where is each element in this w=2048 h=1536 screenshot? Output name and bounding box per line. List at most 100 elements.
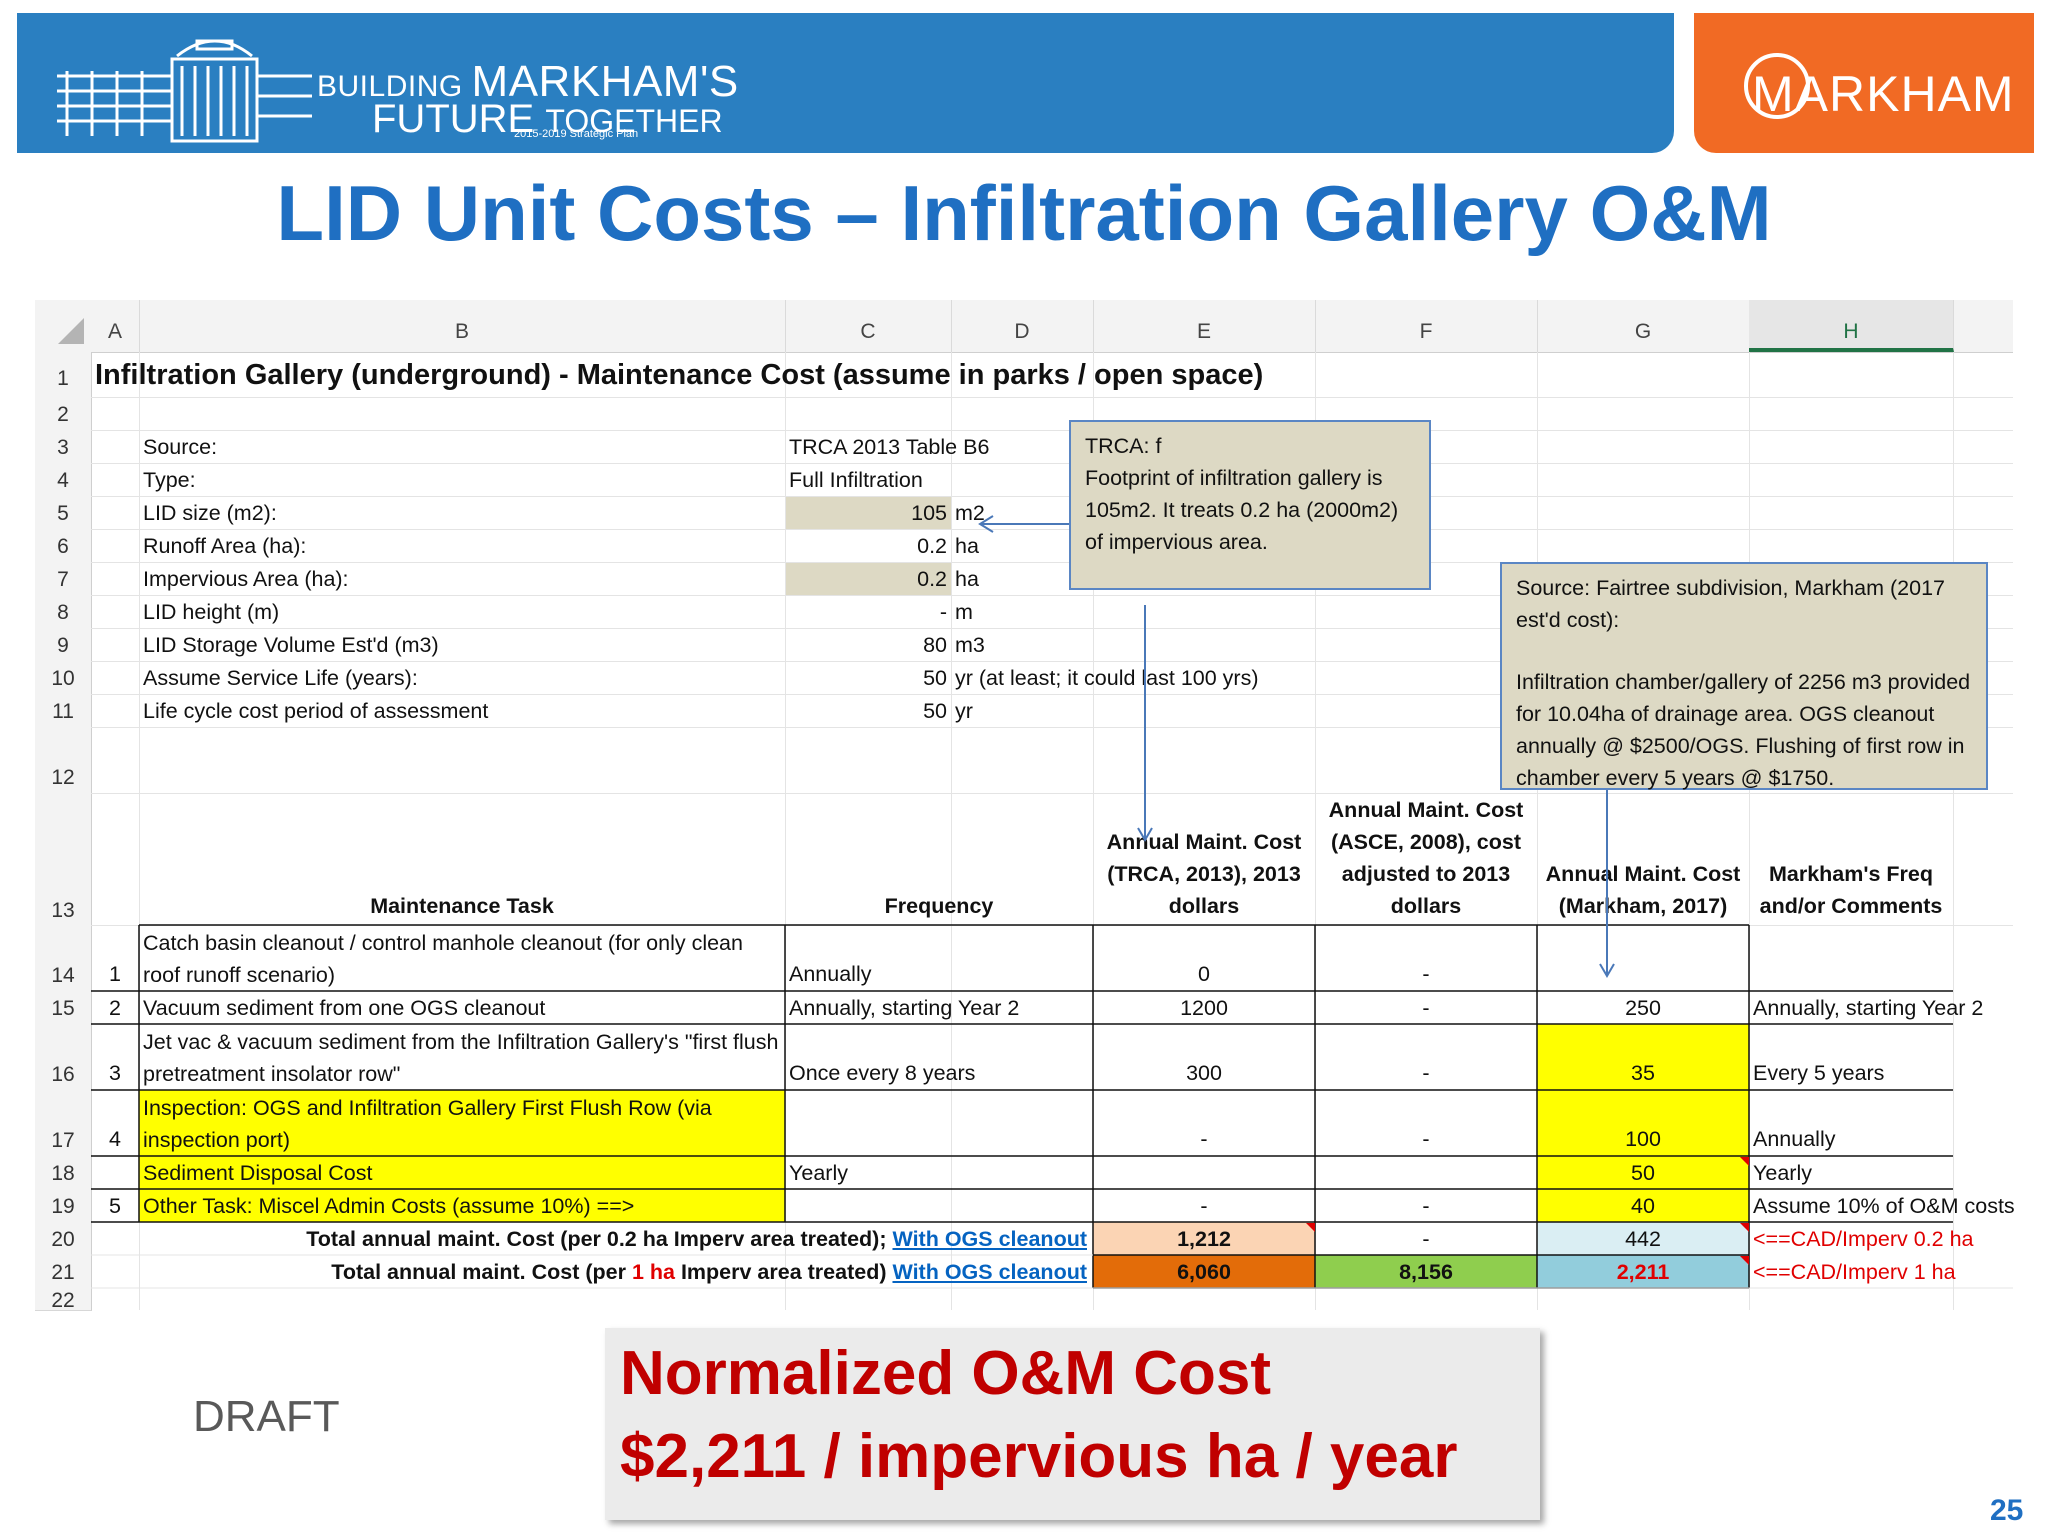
task-name[interactable]: Vacuum sediment from one OGS cleanout <box>143 996 546 1020</box>
task-comment[interactable]: Annually <box>1753 1127 1836 1151</box>
comment-markham[interactable]: Source: Fairtree subdivision, Markham (2… <box>1500 562 1988 790</box>
task-number[interactable]: 4 <box>109 1127 121 1151</box>
row-header-8[interactable]: 8 <box>35 595 92 629</box>
col-header-b[interactable]: B <box>139 300 786 352</box>
header-frequency[interactable]: Frequency <box>884 894 994 918</box>
task-name[interactable]: Other Task: Miscel Admin Costs (assume 1… <box>143 1194 635 1218</box>
col-header-c[interactable]: C <box>785 300 952 352</box>
task-name[interactable]: Inspection: OGS and Infiltration Gallery… <box>143 1096 712 1152</box>
comment-indicator[interactable] <box>1740 1157 1749 1166</box>
task-number[interactable]: 1 <box>109 962 121 986</box>
col-header-f[interactable]: F <box>1315 300 1538 352</box>
row-header-16[interactable]: 16 <box>35 1024 92 1091</box>
task-trca-cost[interactable]: 1200 <box>1180 996 1228 1020</box>
task-asce-cost[interactable]: - <box>1422 996 1430 1020</box>
task-markham-cost[interactable]: 35 <box>1631 1061 1655 1085</box>
total-trca-cost-1ha[interactable]: 6,060 <box>1177 1260 1231 1284</box>
task-asce-cost[interactable]: - <box>1422 1061 1430 1085</box>
param-label[interactable]: LID size (m2): <box>143 501 277 525</box>
row-header-15[interactable]: 15 <box>35 991 92 1025</box>
sheet-heading[interactable]: Infiltration Gallery (underground) - Mai… <box>95 359 1264 391</box>
task-frequency[interactable]: Once every 8 years <box>789 1061 976 1085</box>
task-asce-cost[interactable]: - <box>1422 1194 1430 1218</box>
param-label[interactable]: LID Storage Volume Est'd (m3) <box>143 633 439 657</box>
task-markham-cost[interactable]: 50 <box>1631 1161 1655 1185</box>
row-header-11[interactable]: 11 <box>35 694 92 728</box>
param-value[interactable]: 50 <box>923 666 947 690</box>
task-markham-cost[interactable]: 40 <box>1631 1194 1655 1218</box>
task-comment[interactable]: Assume 10% of O&M costs <box>1753 1194 2015 1218</box>
task-number[interactable]: 2 <box>109 996 121 1020</box>
col-header-d[interactable]: D <box>951 300 1094 352</box>
row-header-21[interactable]: 21 <box>35 1255 92 1289</box>
col-header-e[interactable]: E <box>1093 300 1316 352</box>
header-maintenance-task[interactable]: Maintenance Task <box>370 894 554 918</box>
row-header-22[interactable]: 22 <box>35 1288 92 1312</box>
row-header-10[interactable]: 10 <box>35 661 92 695</box>
row-header-12[interactable]: 12 <box>35 727 92 794</box>
task-frequency[interactable]: Annually, starting Year 2 <box>789 996 1020 1020</box>
col-header-h[interactable]: H <box>1749 300 1954 352</box>
task-markham-cost[interactable]: 250 <box>1625 996 1661 1020</box>
row-header-18[interactable]: 18 <box>35 1156 92 1190</box>
task-trca-cost[interactable]: 0 <box>1198 962 1210 986</box>
task-comment[interactable]: Yearly <box>1753 1161 1812 1185</box>
task-frequency[interactable]: Annually <box>789 962 872 986</box>
select-all-corner[interactable] <box>58 318 84 344</box>
task-name[interactable]: Catch basin cleanout / control manhole c… <box>143 931 743 987</box>
row-header-20[interactable]: 20 <box>35 1222 92 1256</box>
task-comment[interactable]: Annually, starting Year 2 <box>1753 996 1984 1020</box>
task-asce-cost[interactable]: - <box>1422 1127 1430 1151</box>
param-label[interactable]: LID height (m) <box>143 600 280 624</box>
row-header-14[interactable]: 14 <box>35 925 92 992</box>
row-header-19[interactable]: 19 <box>35 1189 92 1223</box>
task-trca-cost[interactable]: - <box>1200 1127 1208 1151</box>
task-frequency[interactable]: Yearly <box>789 1161 848 1185</box>
param-value[interactable]: 0.2 <box>917 567 947 591</box>
task-trca-cost[interactable]: 300 <box>1186 1061 1222 1085</box>
total-trca-cost[interactable]: 1,212 <box>1177 1227 1231 1251</box>
row-header-7[interactable]: 7 <box>35 562 92 596</box>
param-label[interactable]: Assume Service Life (years): <box>143 666 418 690</box>
task-number[interactable]: 5 <box>109 1194 121 1218</box>
task-number[interactable]: 3 <box>109 1061 121 1085</box>
ogs-cleanout-link[interactable]: With OGS cleanout <box>892 1227 1087 1251</box>
total-comment[interactable]: <==CAD/Imperv 0.2 ha <box>1753 1227 1974 1251</box>
header-comments[interactable]: Markham's Freq and/or Comments <box>1759 862 1943 918</box>
header-asce-cost[interactable]: Annual Maint. Cost (ASCE, 2008), cost ad… <box>1328 798 1524 918</box>
comment-indicator[interactable] <box>1740 1256 1749 1265</box>
col-header-a[interactable]: A <box>91 300 140 352</box>
comment-indicator[interactable] <box>1306 1223 1315 1232</box>
row-header-4[interactable]: 4 <box>35 463 92 497</box>
param-value[interactable]: Full Infiltration <box>789 468 923 492</box>
param-value[interactable]: - <box>939 600 947 624</box>
task-name[interactable]: Jet vac & vacuum sediment from the Infil… <box>143 1030 779 1086</box>
param-value[interactable]: 50 <box>923 699 947 723</box>
param-value[interactable]: 0.2 <box>917 534 947 558</box>
param-label[interactable]: Life cycle cost period of assessment <box>143 699 489 723</box>
row-header-13[interactable]: 13 <box>35 793 92 926</box>
total-asce-cost[interactable]: - <box>1422 1227 1430 1251</box>
row-header-1[interactable]: 1 <box>35 352 92 398</box>
param-value[interactable]: TRCA 2013 Table B6 <box>789 435 990 459</box>
total-markham-cost-1ha[interactable]: 2,211 <box>1616 1260 1670 1284</box>
total-comment-1ha[interactable]: <==CAD/Imperv 1 ha <box>1753 1260 1956 1284</box>
task-name[interactable]: Sediment Disposal Cost <box>143 1161 373 1185</box>
param-label[interactable]: Type: <box>143 468 196 492</box>
total-row-0-2ha[interactable]: Total annual maint. Cost (per 0.2 ha Imp… <box>139 1224 1087 1254</box>
ogs-cleanout-link[interactable]: With OGS cleanout <box>892 1260 1087 1284</box>
header-markham-cost[interactable]: Annual Maint. Cost (Markham, 2017) <box>1545 862 1741 918</box>
param-value[interactable]: 105 <box>911 501 947 525</box>
param-value[interactable]: 80 <box>923 633 947 657</box>
total-row-1ha[interactable]: Total annual maint. Cost (per 1 ha Imper… <box>331 1260 1087 1284</box>
comment-indicator[interactable] <box>1740 1223 1749 1232</box>
task-trca-cost[interactable]: - <box>1200 1194 1208 1218</box>
row-header-6[interactable]: 6 <box>35 529 92 563</box>
task-comment[interactable]: Every 5 years <box>1753 1061 1885 1085</box>
param-label[interactable]: Impervious Area (ha): <box>143 567 349 591</box>
comment-trca[interactable]: TRCA: f Footprint of infiltration galler… <box>1069 420 1431 590</box>
total-markham-cost[interactable]: 442 <box>1625 1227 1661 1251</box>
row-header-2[interactable]: 2 <box>35 397 92 431</box>
param-label[interactable]: Runoff Area (ha): <box>143 534 307 558</box>
row-header-5[interactable]: 5 <box>35 496 92 530</box>
